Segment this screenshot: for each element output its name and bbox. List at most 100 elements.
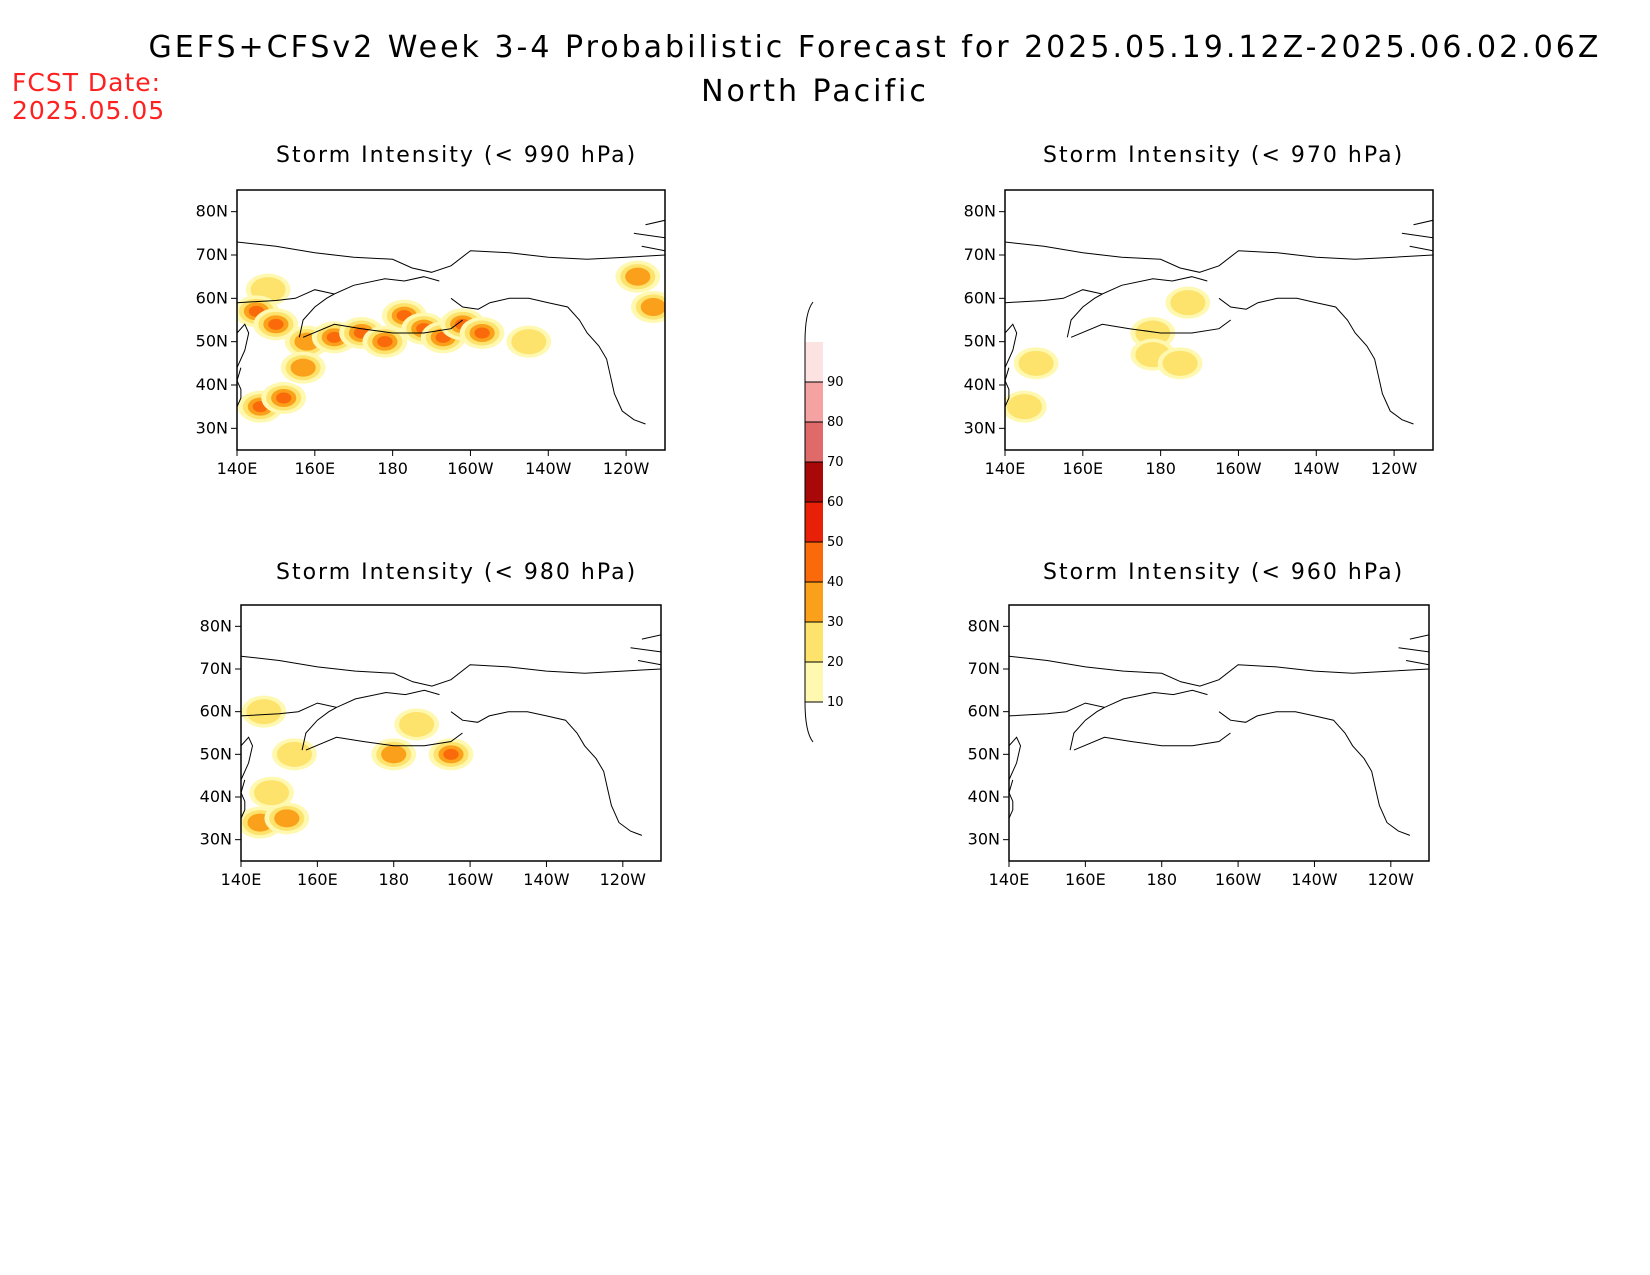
colorbar-segment (805, 622, 823, 662)
lon-tick-label: 140W (523, 870, 570, 889)
coastline (633, 232, 665, 239)
coastline (1409, 634, 1429, 640)
coastline (241, 736, 254, 781)
map-content-0: 140E 160E 180 160W 140W 120W 80N 70N 60N 50N 40N 30… (196, 189, 666, 478)
coastline (237, 323, 250, 368)
colorbar-segment (805, 422, 823, 462)
map-panel-990: 140E 160E 180 160W 140W 120W 80N 70N 60N 50N 40N 30… (196, 189, 666, 478)
lon-tick-label: 120W (603, 459, 650, 478)
coastline (1409, 245, 1433, 252)
colorbar-label: 20 (827, 655, 844, 670)
lon-tick-label: 160E (1062, 459, 1103, 478)
coastline (1413, 219, 1433, 226)
lat-tick-label: 50N (196, 332, 228, 351)
lon-tick-label: 160W (1215, 459, 1262, 478)
coastline (237, 241, 665, 273)
probability-cell (274, 809, 300, 828)
probability-cell (1135, 320, 1171, 346)
coastline (641, 245, 665, 252)
fcst-date-label: FCST Date: (12, 68, 162, 97)
probability-cell (1170, 290, 1206, 316)
panel-title-990: Storm Intensity (< 990 hPa) (276, 143, 638, 168)
coastline (1009, 779, 1014, 819)
lat-tick-label: 40N (200, 787, 232, 806)
colorbar-segment (805, 662, 823, 702)
colorbar-legend: 10 20 30 40 50 60 70 80 90 (804, 301, 844, 743)
map-frame (1008, 604, 1430, 862)
colorbar-label: 50 (827, 535, 844, 550)
coastline (302, 319, 463, 338)
map-content-2: 140E 160E 180 160W 140W 120W 80N 70N 60N 50N 40N 30… (200, 604, 662, 889)
fcst-date-value: 2025.05.05 (12, 96, 166, 125)
panel-title-970: Storm Intensity (< 970 hPa) (1043, 143, 1405, 168)
lat-tick-label: 30N (196, 418, 228, 437)
lon-tick-label: 160W (447, 459, 494, 478)
probability-cell (275, 392, 292, 404)
map-frame (240, 604, 662, 862)
coastline (630, 647, 661, 653)
lat-tick-label: 80N (200, 616, 232, 635)
coastline (1398, 647, 1429, 653)
lat-tick-label: 60N (196, 288, 228, 307)
coastline (1005, 323, 1018, 368)
probability-cell (511, 329, 547, 355)
coastline (1073, 732, 1231, 751)
coastline (1009, 689, 1208, 717)
lon-tick-label: 140W (1291, 870, 1338, 889)
map-panel-960: 140E 160E 180 160W 140W 120W 80N 70N 60N 50N 40N 30… (968, 604, 1430, 889)
lat-tick-label: 70N (968, 659, 1000, 678)
map-content-3: 140E 160E 180 160W 140W 120W 80N 70N 60N 50N 40N 30… (968, 604, 1430, 889)
coastline (241, 655, 661, 687)
probability-cell (246, 699, 282, 725)
lon-tick-label: 160W (1215, 870, 1262, 889)
map-plot-area (1005, 219, 1433, 425)
coastline (1070, 319, 1231, 338)
probability-cell (1006, 394, 1042, 420)
page-subtitle: North Pacific (701, 74, 929, 109)
map-frame (1004, 189, 1434, 451)
lat-tick-label: 80N (964, 202, 996, 221)
colorbar-segment (805, 582, 823, 622)
coastline (305, 732, 463, 751)
coastline (1005, 241, 1433, 273)
lat-tick-label: 70N (964, 245, 996, 264)
colorbar-segment (805, 342, 823, 382)
coastline (241, 689, 440, 717)
lon-tick-label: 180 (377, 459, 408, 478)
lon-tick-label: 120W (600, 870, 647, 889)
lat-tick-label: 70N (196, 245, 228, 264)
probability-cell (399, 711, 435, 737)
lon-tick-label: 140E (985, 459, 1026, 478)
lat-tick-label: 50N (968, 744, 1000, 763)
lon-tick-label: 140E (217, 459, 258, 478)
lon-tick-label: 180 (378, 870, 409, 889)
colorbar-label: 90 (827, 375, 844, 390)
probability-cell (625, 267, 651, 286)
map-panel-970: 140E 160E 180 160W 140W 120W 80N 70N 60N 50N 40N 30… (964, 189, 1434, 478)
lon-tick-label: 160E (294, 459, 335, 478)
coastline (1009, 736, 1022, 781)
colorbar-label: 70 (827, 455, 844, 470)
probability-cell (640, 298, 665, 316)
coastline (450, 297, 646, 425)
lon-tick-label: 140E (221, 870, 262, 889)
lat-tick-label: 40N (964, 375, 996, 394)
lon-tick-label: 180 (1146, 870, 1177, 889)
lon-tick-label: 140W (525, 459, 572, 478)
colorbar-label: 30 (827, 615, 844, 630)
coastline (1005, 276, 1208, 304)
probability-cell (474, 327, 490, 339)
lon-tick-label: 120W (1371, 459, 1418, 478)
coastline (298, 293, 335, 338)
lat-tick-label: 80N (968, 616, 1000, 635)
lat-tick-label: 50N (200, 744, 232, 763)
probability-cell (276, 741, 312, 767)
lat-tick-label: 30N (964, 418, 996, 437)
coastline (237, 276, 440, 304)
probability-cell (326, 331, 342, 343)
colorbar-label: 10 (827, 695, 844, 710)
lat-tick-label: 60N (200, 702, 232, 721)
probability-cell (268, 318, 284, 330)
lat-tick-label: 30N (968, 830, 1000, 849)
lat-tick-label: 40N (196, 375, 228, 394)
